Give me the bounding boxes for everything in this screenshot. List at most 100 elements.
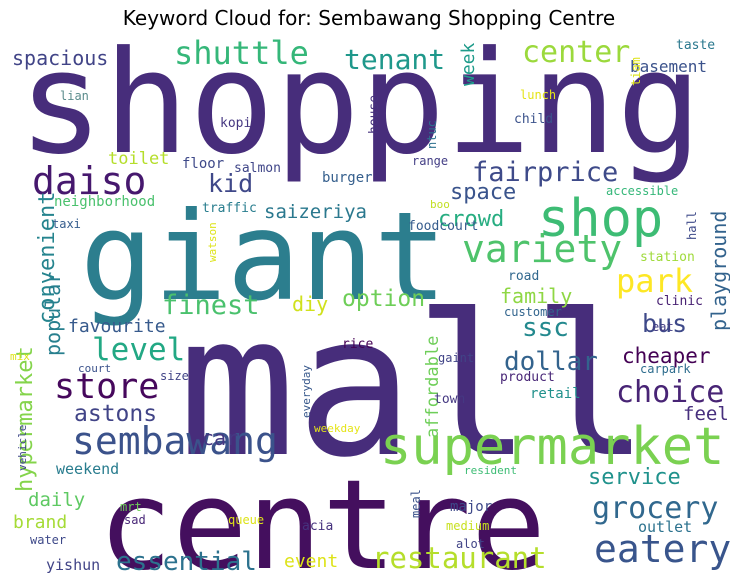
word-astons: astons bbox=[74, 401, 157, 427]
word-medium: medium bbox=[446, 519, 489, 533]
word-eatery: eatery bbox=[594, 527, 730, 571]
word-neighborhood: neighborhood bbox=[54, 194, 155, 210]
word-accessible: accessible bbox=[606, 184, 678, 198]
word-fairprice: fairprice bbox=[472, 157, 618, 188]
word-affordable: affordable bbox=[423, 336, 443, 438]
word-burger: burger bbox=[322, 170, 373, 186]
word-playground: playground bbox=[707, 211, 730, 331]
word-park: park bbox=[616, 262, 693, 300]
word-option: option bbox=[342, 286, 425, 312]
word-shop: shop bbox=[538, 189, 663, 249]
word-size: size bbox=[160, 369, 189, 383]
word-convenient: convenient bbox=[35, 192, 60, 324]
word-tenant: tenant bbox=[344, 43, 445, 76]
word-floor: floor bbox=[182, 156, 224, 172]
word-kopi: kopi bbox=[220, 116, 251, 131]
word-traffic: traffic bbox=[202, 201, 257, 216]
word-queue: queue bbox=[228, 513, 264, 527]
word-tiam: tiam bbox=[629, 57, 643, 86]
word-outlet: outlet bbox=[638, 518, 692, 536]
word-spacious: spacious bbox=[12, 46, 108, 70]
chart-title: Keyword Cloud for: Sembawang Shopping Ce… bbox=[122, 6, 616, 30]
word-range: range bbox=[412, 154, 448, 168]
word-gaint: gaint bbox=[438, 351, 474, 365]
word-station: station bbox=[640, 250, 695, 265]
word-clinic: clinic bbox=[656, 294, 703, 309]
word-diy: diy bbox=[292, 292, 328, 316]
word-brand: brand bbox=[13, 512, 67, 533]
word-watson: watson bbox=[206, 222, 219, 262]
word-variety: variety bbox=[462, 227, 622, 271]
word-everyday: everyday bbox=[300, 365, 313, 418]
word-vehicle: vehicle bbox=[16, 425, 29, 471]
word-yishun: yishun bbox=[46, 556, 100, 574]
word-center: center bbox=[522, 35, 630, 70]
word-cheaper: cheaper bbox=[622, 344, 711, 368]
word-eat: eat bbox=[652, 320, 674, 334]
word-ntuc: ntuc bbox=[425, 120, 439, 149]
word-weekend: weekend bbox=[56, 460, 119, 478]
word-boo: boo bbox=[430, 198, 450, 211]
word-rice: rice bbox=[342, 337, 373, 352]
word-town: town bbox=[434, 392, 465, 407]
word-meal: meal bbox=[409, 489, 423, 518]
word-grocery: grocery bbox=[592, 491, 718, 526]
word-taste: taste bbox=[676, 38, 715, 53]
word-taxi: taxi bbox=[52, 217, 81, 231]
word-crowd: crowd bbox=[438, 207, 504, 232]
word-product: product bbox=[500, 370, 555, 385]
word-carpark: carpark bbox=[640, 362, 691, 376]
word-lian: lian bbox=[60, 89, 89, 103]
word-sembawang: sembawang bbox=[72, 419, 278, 463]
word-daiso: daiso bbox=[32, 159, 146, 203]
word-event: event bbox=[284, 551, 338, 572]
word-finest: finest bbox=[162, 290, 260, 321]
word-sad: sad bbox=[124, 513, 146, 527]
word-mrt: mrt bbox=[120, 500, 142, 514]
word-customer: customer bbox=[504, 305, 562, 319]
word-supermarket: supermarket bbox=[380, 417, 724, 477]
word-major: major bbox=[450, 499, 492, 515]
word-restaurant: restaurant bbox=[372, 541, 547, 575]
word-daily: daily bbox=[28, 489, 85, 511]
word-car: car bbox=[202, 426, 238, 450]
word-toilet: toilet bbox=[108, 149, 169, 169]
word-road: road bbox=[508, 269, 539, 284]
word-ssc: ssc bbox=[522, 313, 569, 343]
word-mix: mix bbox=[10, 350, 30, 363]
word-water: water bbox=[30, 533, 66, 547]
word-level: level bbox=[92, 332, 185, 368]
word-hall: hall bbox=[685, 211, 699, 240]
word-resident: resident bbox=[464, 464, 517, 477]
word-bus: bus bbox=[642, 309, 687, 338]
word-shuttle: shuttle bbox=[174, 34, 309, 72]
word-essential: essential bbox=[116, 547, 257, 577]
word-alot: alot bbox=[456, 537, 485, 551]
word-retail: retail bbox=[530, 386, 581, 402]
word-hypermarket: hypermarket bbox=[13, 346, 38, 492]
word-saizeriya: saizeriya bbox=[264, 201, 367, 223]
word-centre: centre bbox=[98, 454, 546, 580]
word-house: house bbox=[367, 95, 382, 134]
word-shopping: shopping bbox=[18, 34, 702, 186]
word-acia: acia bbox=[302, 519, 333, 534]
word-basement: basement bbox=[630, 57, 707, 76]
word-family: family bbox=[500, 284, 572, 308]
word-kid: kid bbox=[208, 169, 253, 198]
word-mall: mall bbox=[178, 273, 650, 501]
word-space: space bbox=[450, 180, 516, 205]
word-salmon: salmon bbox=[234, 161, 281, 176]
word-dollar: dollar bbox=[504, 347, 598, 377]
word-favourite: favourite bbox=[68, 316, 166, 337]
word-giant: giant bbox=[80, 186, 447, 328]
word-foodcourt: foodcourt bbox=[408, 219, 478, 234]
word-choice: choice bbox=[616, 375, 724, 410]
word-child: child bbox=[514, 112, 553, 127]
word-service: service bbox=[588, 465, 681, 490]
word-feel: feel bbox=[683, 403, 729, 425]
word-popular: popular bbox=[41, 272, 65, 356]
word-store: store bbox=[54, 367, 159, 407]
word-court: court bbox=[78, 362, 111, 375]
word-lunch: lunch bbox=[520, 88, 556, 102]
